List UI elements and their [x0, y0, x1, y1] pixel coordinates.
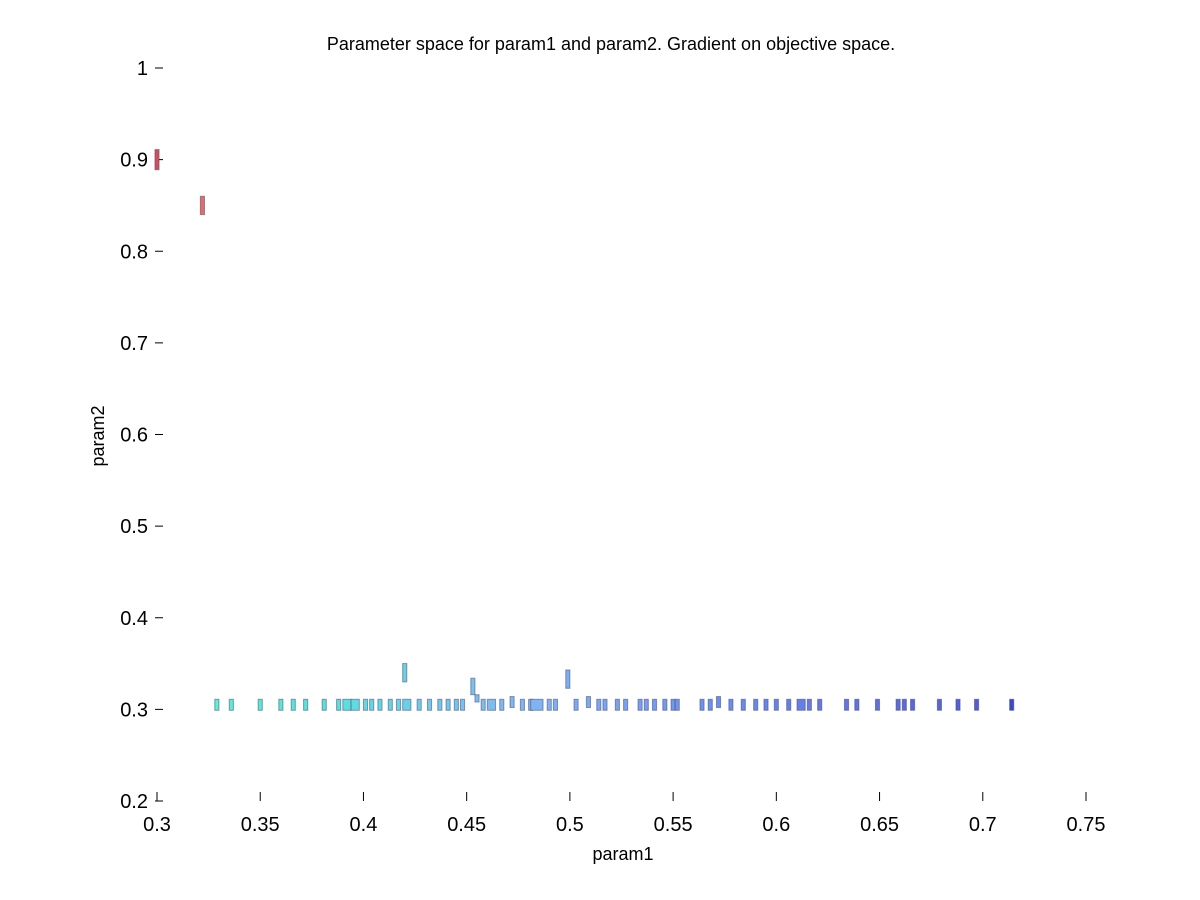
data-point	[602, 698, 608, 711]
data-point	[519, 698, 525, 711]
data-point	[402, 663, 408, 683]
x-tick-label: 0.7	[969, 814, 997, 836]
data-point	[426, 698, 433, 711]
data-point	[369, 698, 375, 711]
y-tick-label: 0.2	[120, 791, 148, 813]
y-tick-label: 0.9	[120, 150, 148, 172]
data-point	[214, 698, 220, 711]
data-point	[817, 698, 823, 711]
y-axis-label: param2	[88, 405, 108, 466]
data-point	[773, 698, 779, 711]
data-point	[552, 698, 559, 711]
data-point	[486, 698, 497, 711]
data-point	[786, 698, 792, 711]
data-point	[470, 677, 476, 696]
x-tick-label: 0.75	[1067, 814, 1106, 836]
data-point	[936, 698, 942, 711]
y-tick-label: 0.6	[120, 425, 148, 447]
data-point	[395, 698, 402, 711]
data-point	[437, 698, 443, 711]
data-point	[596, 698, 602, 711]
data-point	[459, 698, 466, 711]
data-point	[910, 698, 916, 711]
data-point	[901, 698, 907, 711]
data-point	[336, 698, 342, 711]
data-point	[707, 698, 713, 711]
data-point	[806, 698, 812, 711]
data-point	[530, 698, 544, 711]
data-point	[699, 698, 705, 711]
data-point	[895, 698, 901, 711]
data-point	[955, 698, 961, 711]
x-axis-label: param1	[592, 844, 653, 864]
data-point	[199, 195, 205, 216]
data-point	[474, 694, 480, 703]
x-tick-label: 0.35	[241, 814, 280, 836]
data-point	[637, 698, 643, 711]
y-tick-label: 0.8	[120, 241, 148, 263]
data-point	[585, 696, 592, 709]
data-point	[154, 149, 160, 171]
data-point	[453, 698, 459, 711]
data-point	[623, 698, 629, 711]
data-point	[763, 698, 769, 711]
data-point	[974, 698, 980, 711]
data-point	[728, 698, 734, 711]
data-point	[402, 698, 412, 711]
x-tick-label: 0.5	[556, 814, 584, 836]
x-tick-label: 0.45	[447, 814, 486, 836]
y-tick-label: 0.5	[120, 516, 148, 538]
data-point	[662, 698, 668, 711]
x-tick-label: 0.4	[350, 814, 378, 836]
data-point	[614, 698, 620, 711]
x-tick-label: 0.65	[860, 814, 899, 836]
data-point	[565, 669, 571, 689]
y-axis: 0.2 0.3 0.4 0.5 0.6 0.7 0.8 0.9 1	[120, 58, 163, 813]
data-point	[303, 698, 309, 711]
y-tick-label: 0.3	[120, 699, 148, 721]
data-point	[377, 698, 383, 711]
data-point	[874, 698, 881, 711]
data-point	[674, 698, 680, 711]
x-tick-label: 0.55	[654, 814, 693, 836]
x-tick-label: 0.6	[762, 814, 790, 836]
data-point	[651, 698, 658, 711]
data-point	[257, 698, 263, 711]
data-point	[854, 698, 860, 711]
data-point	[573, 698, 579, 711]
chart-title: Parameter space for param1 and param2. G…	[327, 34, 895, 54]
data-point	[1009, 698, 1015, 711]
data-point	[350, 698, 360, 711]
data-point	[670, 698, 676, 711]
x-tick-label: 0.3	[143, 814, 171, 836]
data-points	[154, 149, 1015, 711]
data-point	[643, 698, 649, 711]
data-point	[796, 698, 806, 711]
data-point	[342, 698, 352, 711]
data-point	[740, 698, 746, 711]
data-point	[278, 698, 284, 711]
data-point	[321, 698, 327, 711]
y-tick-label: 0.4	[120, 608, 148, 630]
data-point	[499, 698, 505, 711]
y-tick-label: 0.7	[120, 333, 148, 355]
data-point	[290, 698, 296, 711]
data-point	[509, 696, 515, 709]
data-point	[387, 698, 393, 711]
data-point	[546, 698, 552, 711]
data-point	[416, 698, 422, 711]
data-point	[843, 698, 850, 711]
data-point	[228, 698, 234, 711]
data-point	[753, 698, 759, 711]
data-point	[480, 698, 486, 711]
x-axis: 0.3 0.35 0.4 0.45 0.5 0.55 0.6 0.65 0.7 0.75	[143, 792, 1105, 836]
data-point	[715, 696, 722, 709]
data-point	[362, 698, 369, 711]
y-tick-label: 1	[137, 58, 148, 80]
data-point	[445, 698, 451, 711]
